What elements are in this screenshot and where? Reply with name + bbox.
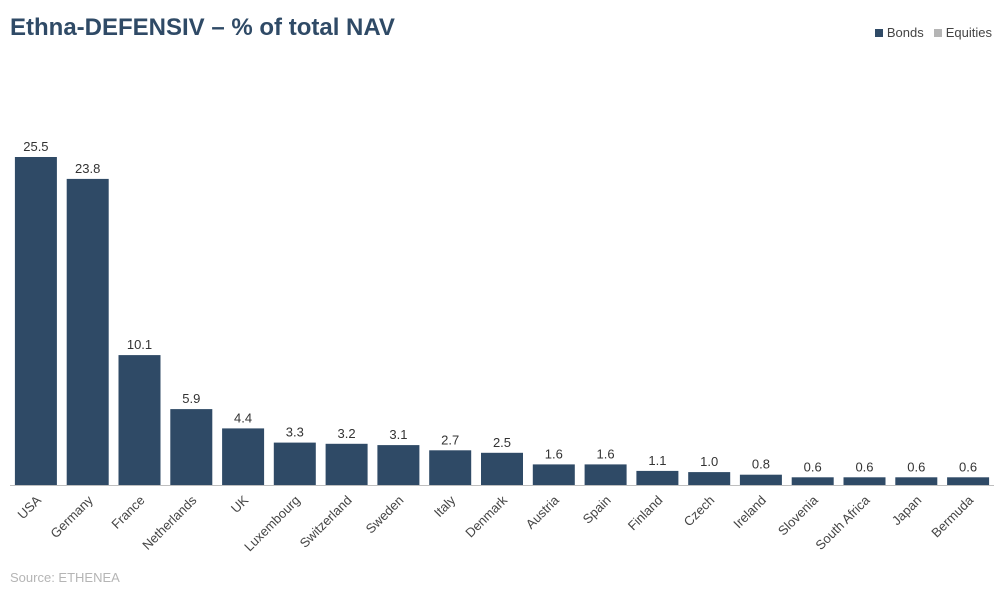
bar [843, 477, 886, 485]
data-label: 10.1 [127, 337, 152, 352]
data-label: 5.9 [182, 391, 200, 406]
data-label: 2.7 [441, 432, 459, 447]
x-tick-label: France [108, 493, 147, 532]
x-tick-label: Luxembourg [241, 493, 303, 555]
x-tick-label: Austria [523, 492, 563, 532]
x-tick-label: Finland [625, 493, 666, 534]
legend-item-equities: Equities [933, 25, 992, 40]
data-label: 2.5 [493, 435, 511, 450]
legend-label-equities: Equities [945, 25, 992, 40]
bar [947, 477, 990, 485]
data-label: 0.8 [752, 457, 770, 472]
x-tick-label: Spain [580, 493, 614, 527]
data-label: 3.3 [286, 425, 304, 440]
x-tick-label: USA [15, 492, 45, 522]
data-label: 1.0 [700, 454, 718, 469]
x-tick-label: Germany [47, 492, 96, 541]
data-label: 0.6 [804, 459, 822, 474]
bar [791, 477, 834, 485]
bar [688, 472, 731, 485]
x-tick-label: Bermuda [928, 492, 976, 540]
data-label: 23.8 [75, 161, 100, 176]
legend: Bonds Equities [874, 25, 992, 40]
x-tick-label: Netherlands [139, 492, 200, 553]
bar [739, 474, 782, 485]
x-tick-label: Japan [889, 493, 925, 529]
bar [118, 355, 161, 485]
bar [14, 157, 57, 485]
x-tick-label: UK [228, 492, 252, 516]
x-tick-label: Switzerland [297, 493, 355, 551]
bar [170, 409, 213, 485]
bar [273, 442, 316, 485]
bar [532, 464, 575, 485]
legend-swatch-bonds [874, 28, 883, 37]
legend-label-bonds: Bonds [886, 25, 924, 40]
data-label: 0.6 [855, 459, 873, 474]
bar [377, 445, 420, 485]
data-label: 1.6 [545, 446, 563, 461]
chart-title: Ethna-DEFENSIV – % of total NAV [10, 14, 395, 41]
source-note: Source: ETHENEA [10, 570, 120, 585]
bar [66, 178, 109, 485]
data-label: 3.2 [338, 426, 356, 441]
bar [325, 443, 368, 485]
x-tick-label: Sweden [363, 493, 407, 537]
legend-item-bonds: Bonds [874, 25, 924, 40]
data-label: 0.6 [907, 459, 925, 474]
data-label: 25.5 [23, 139, 48, 154]
x-tick-label: Denmark [462, 492, 510, 540]
x-tick-label: Ireland [730, 493, 769, 532]
data-label: 1.6 [597, 446, 615, 461]
data-label: 1.1 [648, 453, 666, 468]
x-tick-label: Czech [681, 493, 718, 530]
legend-swatch-equities [933, 28, 942, 37]
bar [481, 452, 523, 485]
bar [636, 470, 679, 485]
data-label: 4.4 [234, 410, 252, 425]
x-tick-label: Italy [431, 492, 459, 520]
bar [584, 464, 627, 485]
bar [222, 428, 265, 485]
bar [895, 477, 938, 485]
x-tick-label: South Africa [812, 492, 873, 553]
data-label: 3.1 [389, 427, 407, 442]
x-tick-label: Slovenia [775, 492, 821, 538]
bar [429, 450, 472, 485]
data-label: 0.6 [959, 459, 977, 474]
